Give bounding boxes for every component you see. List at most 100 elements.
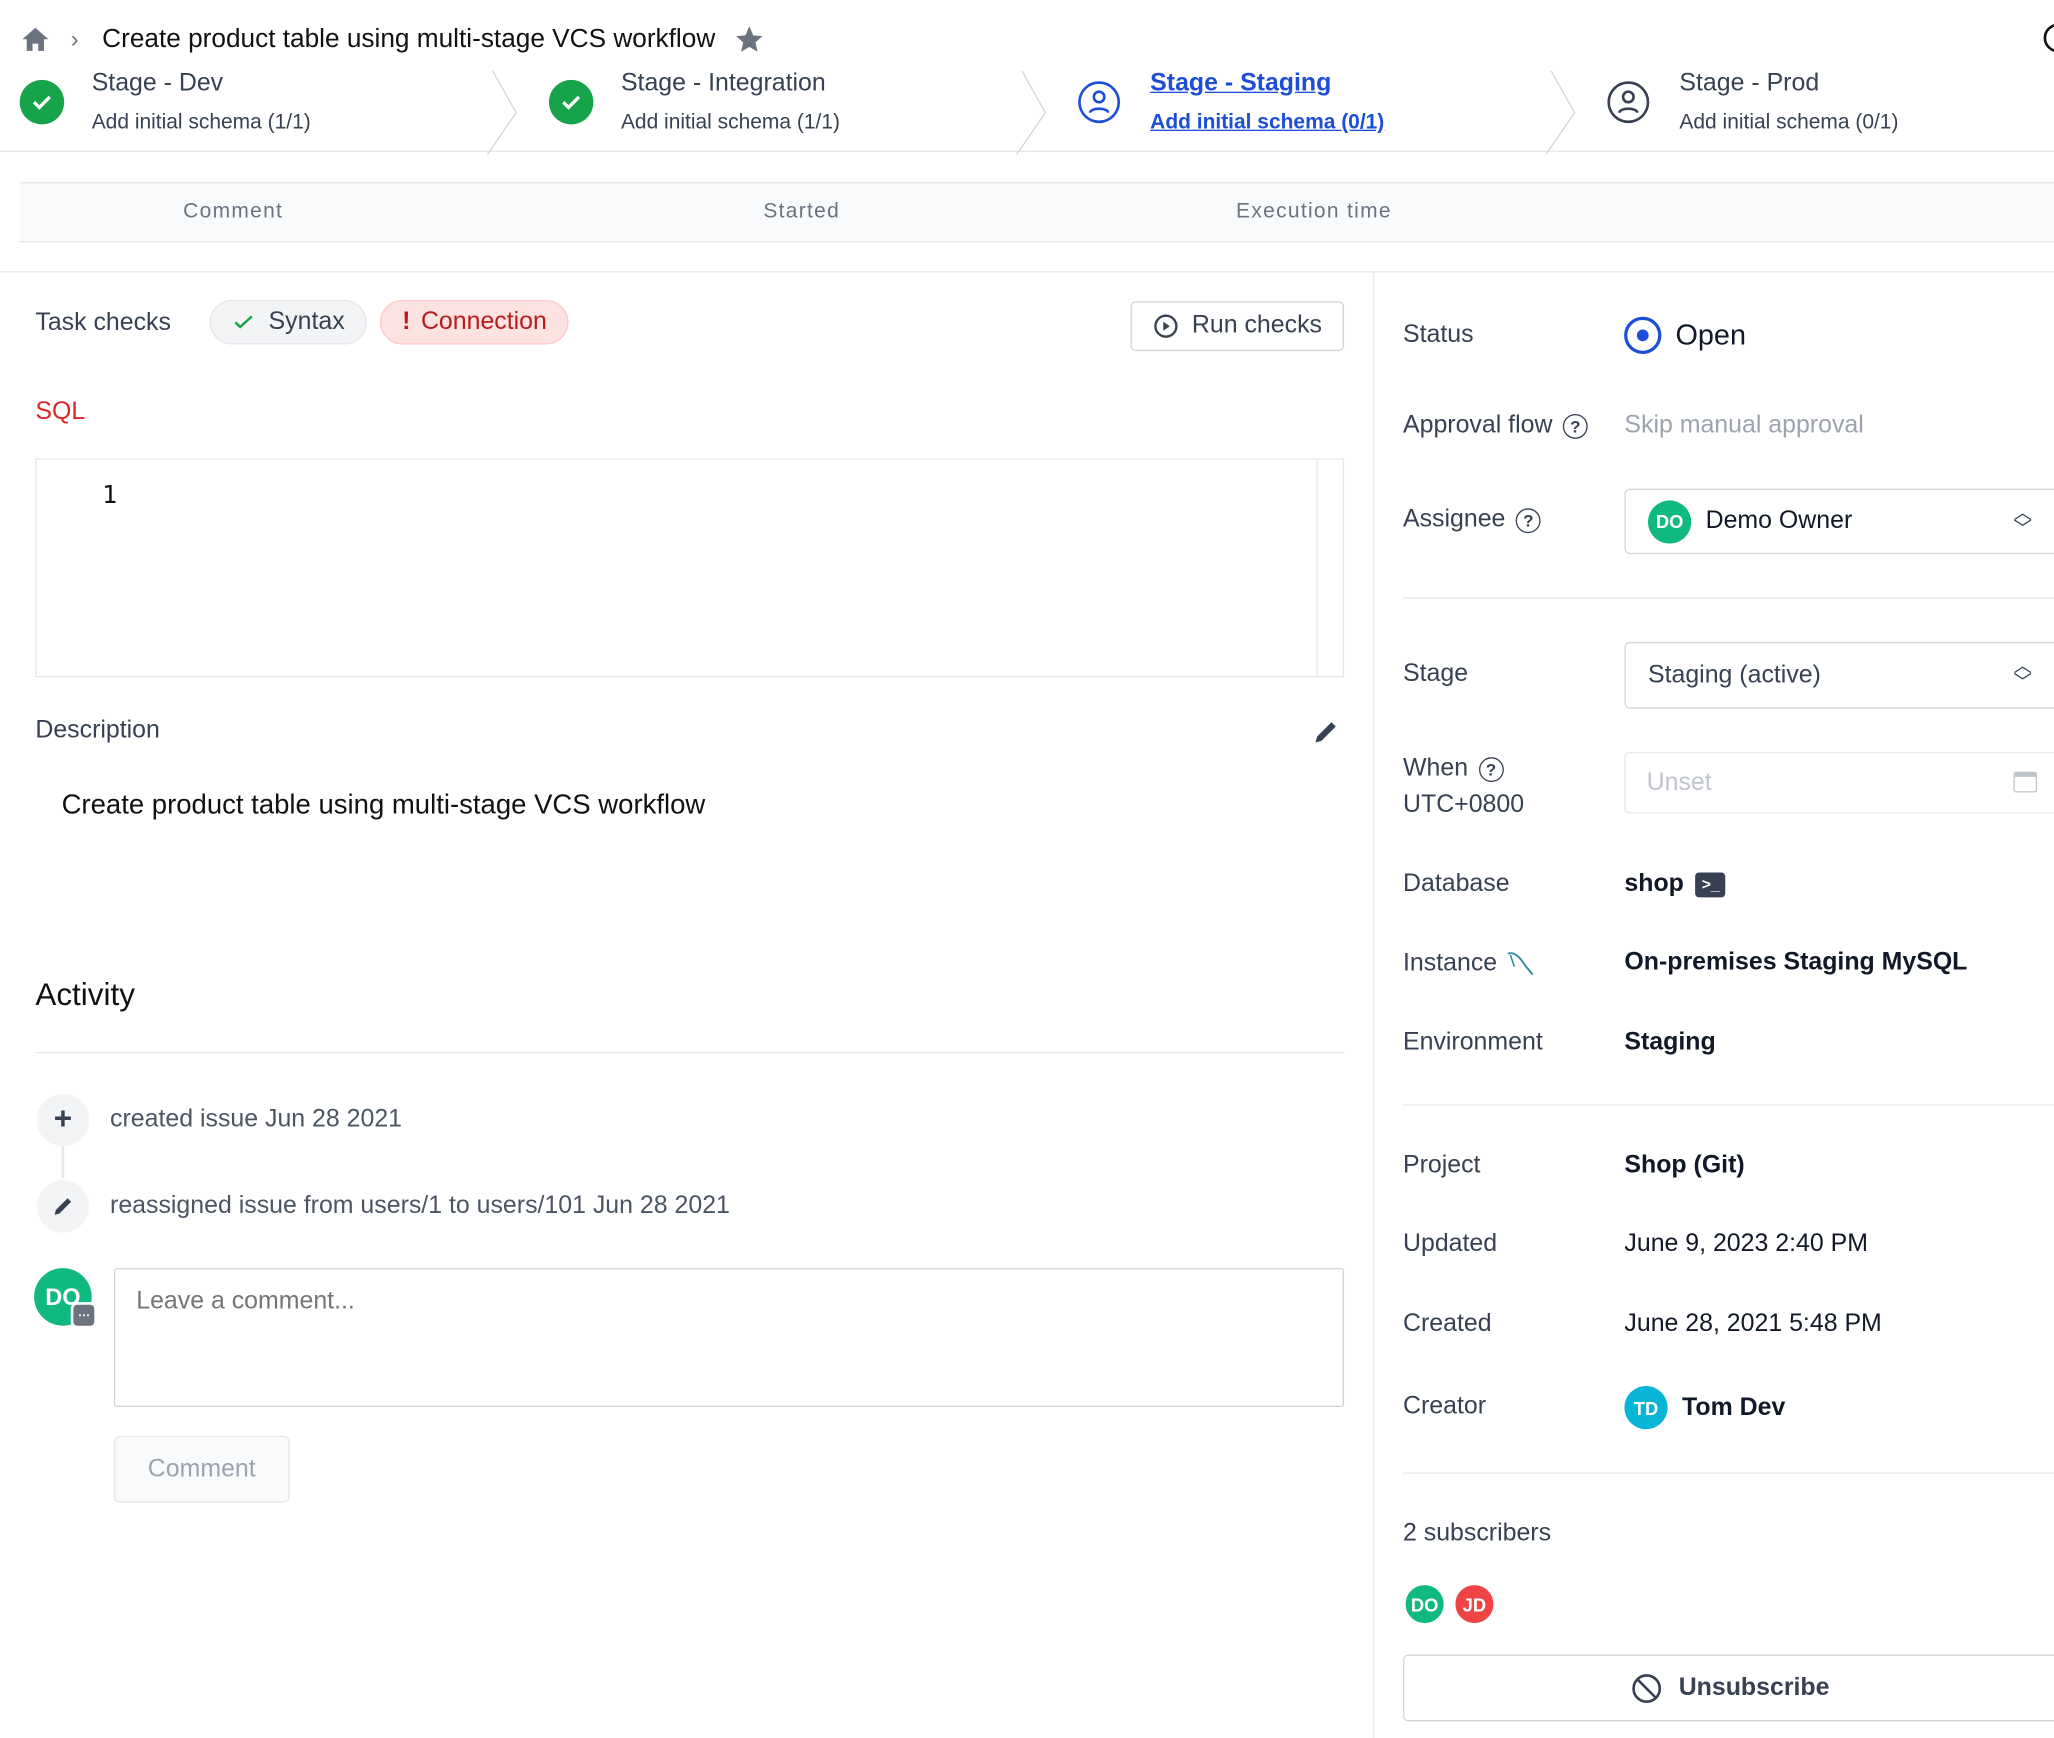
user-circle-icon [1607,81,1650,124]
database-value: shop >_ [1624,869,1726,899]
stage-prod[interactable]: Stage - Prod Add initial schema (0/1) [1606,66,2054,152]
check-circle-icon [19,79,65,125]
stage-dev[interactable]: Stage - Dev Add initial schema (1/1) [19,66,492,152]
stage-subtitle: Add initial schema (0/1) [1679,111,1899,134]
plus-icon: + [36,1093,90,1147]
chat-icon: ⋯ [70,1302,97,1329]
chevron-separator [1016,70,1047,155]
stage-label: Stage [1403,660,1469,688]
user-menu-icon[interactable] [2043,23,2054,53]
avatar: DO [1647,499,1692,543]
when-placeholder: Unset [1646,768,1712,796]
terminal-icon[interactable]: >_ [1695,871,1726,897]
pencil-icon [36,1180,90,1233]
instance-label: Instance [1403,948,1536,979]
issue-title: Create product table using multi-stage V… [102,24,716,54]
help-icon[interactable]: ? [1478,756,1504,782]
status-label: Status [1403,320,1474,349]
stage-select[interactable]: Staging (active) ︿ ﹀ [1624,641,2054,709]
subscriber-avatar[interactable]: JD [1452,1582,1497,1626]
check-icon [234,315,253,329]
task-table-header: Comment Started Execution time [19,182,2054,243]
creator-name: Tom Dev [1682,1393,1786,1421]
help-icon[interactable]: ? [1515,507,1541,533]
stage-title: Stage - Prod [1679,69,1820,97]
star-icon[interactable] [734,24,765,55]
breadcrumb: › Create product table using multi-stage… [21,21,765,58]
status-value: Open [1623,316,1746,355]
chevron-separator [1545,70,1576,155]
divider [1403,597,2054,599]
subscribers-count: 2 subscribers [1403,1519,1552,1548]
environment-value[interactable]: Staging [1624,1028,1716,1056]
stage-subtitle: Add initial schema (1/1) [620,111,840,134]
activity-title: Activity [35,977,135,1013]
chevron-updown-icon: ︿ ﹀ [2013,501,2032,539]
comment-input[interactable] [113,1268,1345,1407]
comment-button[interactable]: Comment [113,1435,290,1503]
home-icon[interactable] [21,25,50,54]
updated-value: June 9, 2023 2:40 PM [1624,1230,1868,1258]
run-checks-button[interactable]: Run checks [1130,301,1345,352]
user-circle-icon [1078,81,1121,124]
description-text: Create product table using multi-stage V… [61,789,706,821]
database-name[interactable]: shop [1624,869,1684,898]
when-label: When? [1403,755,1504,784]
panel-divider [1372,271,1375,1738]
created-label: Created [1403,1310,1492,1338]
instance-value[interactable]: On-premises Staging MySQL [1624,948,1968,976]
assignee-label: Assignee? [1403,506,1541,535]
subscriber-avatar[interactable]: DO [1403,1582,1447,1626]
stage-integration[interactable]: Stage - Integration Add initial schema (… [548,66,1021,152]
pencil-icon[interactable] [1311,718,1340,747]
chevron-right-icon: › [70,25,79,52]
stage-staging[interactable]: Stage - Staging Add initial schema (0/1) [1077,66,1549,152]
database-label: Database [1403,869,1510,898]
created-value: June 28, 2021 5:48 PM [1624,1310,1882,1338]
mysql-dolphin-icon [1507,952,1534,976]
play-circle-icon [1154,314,1178,338]
open-status-icon [1624,316,1662,355]
sql-label: SQL [35,398,86,426]
syntax-label: Syntax [268,307,345,336]
column-header[interactable]: Execution time [1236,200,1392,223]
updated-label: Updated [1403,1230,1498,1258]
help-icon[interactable]: ? [1562,413,1588,439]
chevron-separator [486,70,517,155]
syntax-check-badge[interactable]: Syntax [209,299,367,345]
description-label: Description [35,716,160,745]
stage-title[interactable]: Stage - Staging [1150,69,1332,97]
divider [1403,1104,2054,1106]
unsubscribe-button[interactable]: Unsubscribe [1403,1654,2054,1722]
editor-scrollbar[interactable] [1316,459,1318,676]
approval-flow-value: Skip manual approval [1624,411,1864,439]
creator-label: Creator [1403,1392,1487,1421]
column-header[interactable]: Started [763,200,841,223]
creator-value[interactable]: TD Tom Dev [1624,1385,1786,1430]
calendar-icon [2013,771,2038,793]
column-header[interactable]: Comment [183,200,284,223]
stage-pipeline: Stage - Dev Add initial schema (1/1) Sta… [0,66,2054,155]
assignee-select[interactable]: DO Demo Owner ︿ ﹀ [1624,488,2054,555]
activity-item: created issue Jun 28 2021 [110,1105,403,1134]
activity-item: reassigned issue from users/1 to users/1… [110,1192,730,1220]
check-circle-icon [548,79,594,125]
project-value[interactable]: Shop (Git) [1624,1151,1745,1179]
status-text: Open [1675,318,1747,352]
timezone-label: UTC+0800 [1403,791,1525,819]
stage-subtitle: Add initial schema (1/1) [91,111,311,134]
assignee-name: Demo Owner [1705,506,1853,535]
when-datepicker[interactable]: Unset [1624,751,2054,814]
stage-value: Staging (active) [1647,660,1821,689]
divider [0,271,2054,273]
line-number: 1 [102,480,118,510]
stage-title: Stage - Integration [620,69,826,97]
ban-icon [1632,1673,1662,1703]
stage-subtitle[interactable]: Add initial schema (0/1) [1150,111,1385,134]
sql-editor[interactable]: 1 [35,458,1345,678]
environment-label: Environment [1403,1028,1543,1056]
connection-label: Connection [420,307,547,336]
exclamation-icon: ! [402,307,411,336]
connection-check-badge[interactable]: ! Connection [379,299,570,345]
run-checks-label: Run checks [1191,311,1322,340]
